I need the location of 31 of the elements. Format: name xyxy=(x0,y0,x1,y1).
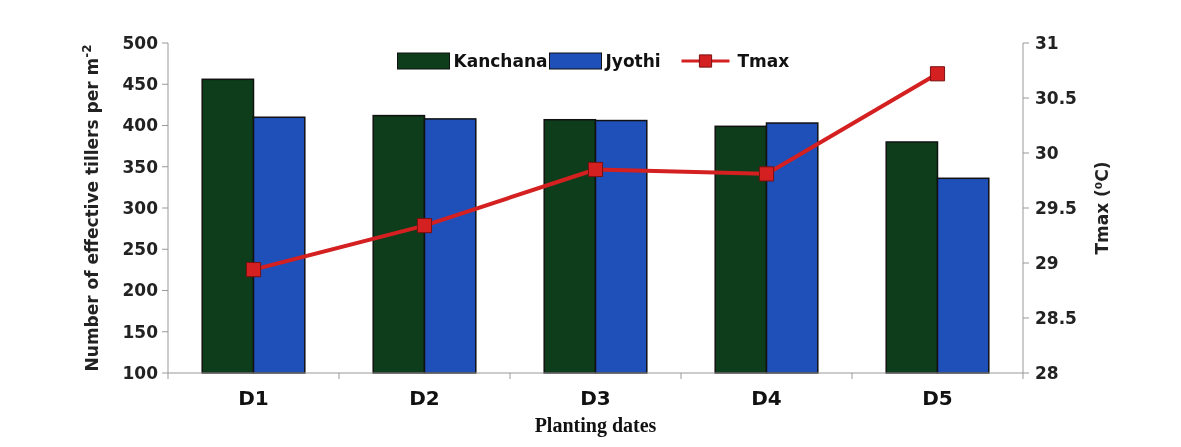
y-tick-label: 150 xyxy=(122,321,159,342)
point xyxy=(758,166,775,182)
y-tick-label: 200 xyxy=(122,280,159,301)
y2-tick-label: 28.5 xyxy=(1035,307,1077,328)
x-tick-label: D3 xyxy=(580,386,611,410)
y2-tick-label: 31 xyxy=(1035,32,1059,53)
y-tick-label: 300 xyxy=(122,197,159,218)
point xyxy=(245,262,262,278)
y2-tick-label: 29.5 xyxy=(1035,197,1077,218)
x-tick-label: D2 xyxy=(409,386,440,410)
y-tick-label: 400 xyxy=(122,115,159,136)
legend-label: Jyothi xyxy=(604,51,661,71)
y-tick-label: 100 xyxy=(122,362,159,383)
y2-tick-label: 28 xyxy=(1035,362,1059,383)
y2-tick-label: 30 xyxy=(1035,142,1059,163)
y-tick-label: 350 xyxy=(122,156,159,177)
x-axis-title: Planting dates xyxy=(534,414,657,437)
point xyxy=(416,218,433,234)
x-tick-label: D5 xyxy=(922,386,953,410)
y2-tick-label: 30.5 xyxy=(1035,87,1077,108)
legend-label: Kanchana xyxy=(453,51,548,71)
y2-axis-title: Tmax (⁰C) xyxy=(1092,161,1112,255)
y-tick-label: 250 xyxy=(122,239,159,260)
x-tick-label: D4 xyxy=(751,386,782,410)
point xyxy=(587,161,604,178)
x-tick-label: D1 xyxy=(238,386,269,410)
y2-tick-label: 29 xyxy=(1035,252,1059,273)
y-tick-label: 500 xyxy=(122,32,159,53)
y-tick-label: 450 xyxy=(122,74,159,95)
point xyxy=(929,66,946,82)
legend-label: Tmax xyxy=(737,51,790,71)
